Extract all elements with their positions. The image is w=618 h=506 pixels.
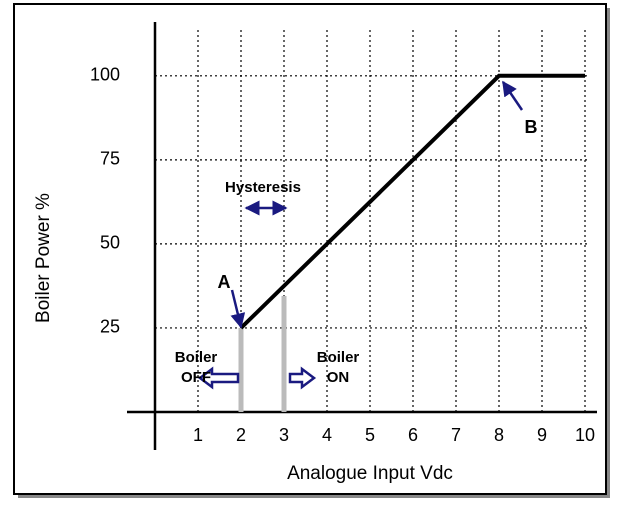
x-tick-label: 7: [451, 425, 461, 445]
y-tick-label: 25: [100, 317, 120, 337]
x-tick-label: 6: [408, 425, 418, 445]
x-tick-label: 4: [322, 425, 332, 445]
data-line: [239, 73, 585, 330]
x-tick-label: 9: [537, 425, 547, 445]
x-tick-label: 8: [494, 425, 504, 445]
y-tick-label: 75: [100, 149, 120, 169]
y-tick-label: 100: [90, 65, 120, 85]
y-tick-label: 50: [100, 233, 120, 253]
annotation: B: [525, 117, 538, 137]
x-tick-label: 5: [365, 425, 375, 445]
hollow-arrow: [197, 366, 240, 390]
x-tick-label: 2: [236, 425, 246, 445]
arrow: [501, 80, 524, 111]
hollow-arrow: [288, 366, 317, 390]
annotation: OFF: [181, 369, 211, 386]
annotation: ON: [327, 369, 350, 386]
annotation: Boiler: [175, 349, 218, 366]
annotation: A: [218, 272, 231, 292]
x-tick-label: 1: [193, 425, 203, 445]
x-tick-label: 10: [575, 425, 595, 445]
arrow: [230, 289, 246, 329]
annotation: Hysteresis: [225, 179, 301, 196]
annotation: Boiler: [317, 349, 360, 366]
x-tick-label: 3: [279, 425, 289, 445]
x-axis-label: Analogue Input Vdc: [287, 463, 453, 484]
y-axis-label: Boiler Power %: [33, 193, 54, 323]
